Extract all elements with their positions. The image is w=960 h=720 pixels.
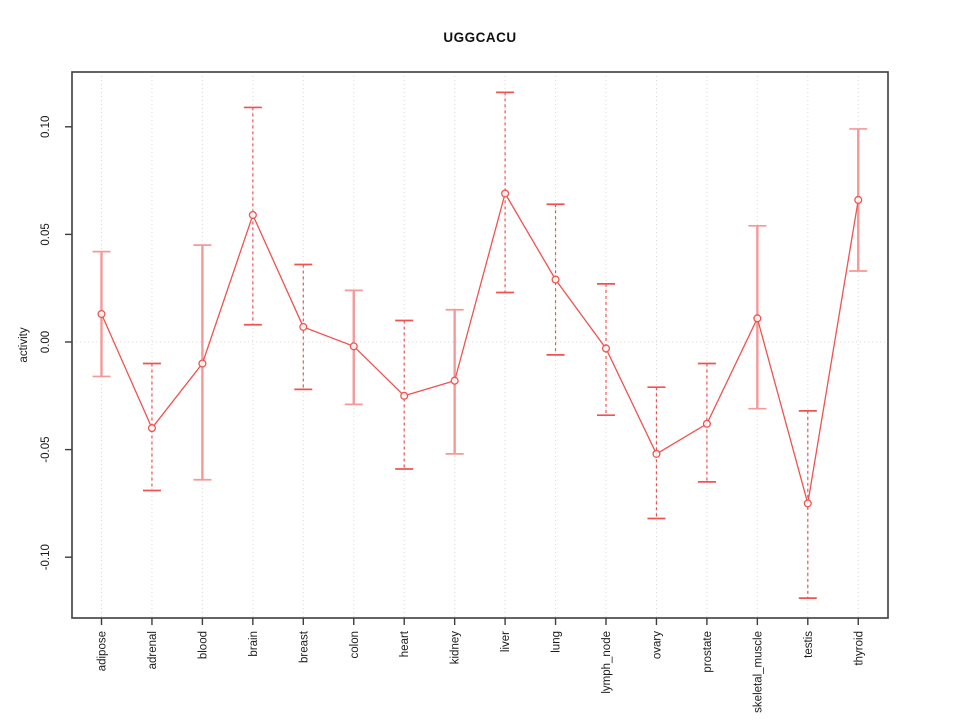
data-point-marker bbox=[803, 499, 812, 508]
y-tick-label: -0.10 bbox=[40, 544, 52, 570]
data-point-marker bbox=[97, 309, 106, 319]
y-tick-label: 0.05 bbox=[40, 223, 52, 245]
chart-title: UGGCACU bbox=[443, 30, 517, 45]
y-axis-label: activity bbox=[18, 327, 30, 362]
x-tick-label: prostate bbox=[702, 631, 714, 673]
data-point-marker bbox=[349, 342, 358, 351]
data-point-marker bbox=[198, 359, 207, 368]
x-tick-label: liver bbox=[500, 631, 512, 652]
x-tick-label: lymph_node bbox=[601, 631, 613, 694]
data-line bbox=[100, 191, 859, 504]
x-tick-label: lung bbox=[551, 631, 563, 653]
data-point-marker bbox=[299, 322, 308, 331]
x-tick-label: brain bbox=[248, 631, 260, 657]
data-point-marker bbox=[551, 275, 560, 284]
y-tick-label: 0.10 bbox=[40, 116, 52, 138]
x-tick-label: ovary bbox=[651, 631, 663, 659]
y-tick-label: -0.05 bbox=[40, 436, 52, 462]
data-point-marker bbox=[501, 189, 510, 198]
x-tick-label: skeletal_muscle bbox=[752, 631, 764, 713]
x-tick-label: adipose bbox=[97, 631, 109, 671]
x-tick-label: thyroid bbox=[853, 631, 865, 666]
x-tick-label: kidney bbox=[450, 631, 462, 664]
data-point-marker bbox=[147, 424, 157, 433]
data-point-marker bbox=[854, 195, 863, 205]
plot-border bbox=[71, 71, 889, 619]
data-point-marker bbox=[400, 391, 409, 400]
data-point-marker bbox=[601, 344, 611, 353]
data-point-marker bbox=[753, 314, 762, 323]
x-tick-label: heart bbox=[399, 630, 411, 657]
data-point-marker bbox=[652, 449, 661, 458]
x-tick-label: breast bbox=[298, 630, 310, 663]
x-tick-label: testis bbox=[803, 631, 815, 658]
data-point-marker bbox=[248, 210, 257, 220]
x-tick-label: blood bbox=[197, 631, 209, 659]
data-point-marker bbox=[702, 419, 711, 428]
x-tick-label: colon bbox=[349, 631, 361, 659]
x-tick-label: adrenal bbox=[147, 631, 159, 669]
y-tick-label: 0.00 bbox=[40, 331, 52, 353]
data-point-marker bbox=[450, 376, 459, 385]
